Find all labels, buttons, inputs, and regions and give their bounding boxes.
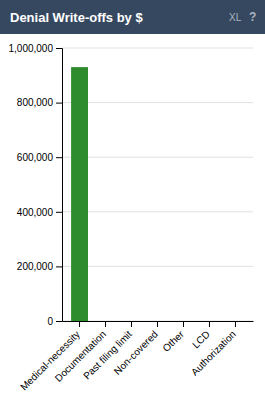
title-bar xyxy=(0,0,265,34)
plot: 0 200,000 400,000 600,000 800,000 1,000,000 Me… xyxy=(9,43,254,393)
bar xyxy=(201,321,218,322)
tick-mark xyxy=(105,321,106,327)
bar xyxy=(227,321,244,322)
tick-label: LCD xyxy=(190,329,212,351)
tick-mark xyxy=(56,103,62,104)
tick-mark xyxy=(157,321,158,327)
tick-label: 0 xyxy=(47,316,53,327)
y-tick: 600,000 xyxy=(17,152,62,163)
chart-container: Denial Write-offs by $ XL? 0 200,000 400,000… xyxy=(0,0,265,403)
tick-label: 1,000,000 xyxy=(9,43,54,54)
y-tick: 800,000 xyxy=(17,97,62,108)
grid-line xyxy=(62,157,253,158)
tick-label: 600,000 xyxy=(17,152,54,163)
tick-label: 800,000 xyxy=(17,97,54,108)
x-tick: Documentation xyxy=(53,321,108,384)
title: Denial Write-offs by $ xyxy=(10,10,143,25)
tick-mark xyxy=(235,321,236,327)
y-axis: 0 200,000 400,000 600,000 800,000 1,000,000 xyxy=(9,43,63,327)
grid-line xyxy=(62,266,253,267)
tick-mark xyxy=(56,157,62,158)
tick-label: 200,000 xyxy=(17,261,54,272)
annotation: XL xyxy=(229,12,242,23)
x-tick: Past filing limit xyxy=(81,321,134,381)
tick-mark xyxy=(131,321,132,327)
y-tick: 400,000 xyxy=(17,207,62,218)
grid-line xyxy=(62,211,253,212)
tick-label: Other xyxy=(160,328,186,354)
tick-mark xyxy=(183,321,184,327)
x-tick: LCD xyxy=(190,321,212,350)
bar xyxy=(149,321,166,322)
tick-mark xyxy=(79,321,80,327)
x-tick: Authorization xyxy=(189,321,238,378)
y-tick: 200,000 xyxy=(17,261,62,272)
annotation: ? xyxy=(249,10,256,24)
bar xyxy=(175,321,192,322)
grid-line xyxy=(62,48,253,49)
tick-mark xyxy=(56,266,62,267)
x-tick: Non-covered xyxy=(112,321,160,377)
tick-label: Authorization xyxy=(189,329,238,378)
tick-label: 400,000 xyxy=(17,207,54,218)
tick-mark xyxy=(56,212,62,213)
x-axis: Medical-necessityDocumentationPast filin… xyxy=(18,321,253,393)
tick-mark xyxy=(56,321,62,322)
bar xyxy=(123,321,140,322)
tick-mark xyxy=(56,48,62,49)
x-tick: Other xyxy=(160,321,186,354)
bar xyxy=(71,67,88,321)
y-tick: 0 xyxy=(47,316,62,327)
tick-mark xyxy=(209,321,210,327)
grid xyxy=(62,48,253,321)
bars xyxy=(71,67,88,321)
bar xyxy=(97,321,114,322)
tick-label: Non-covered xyxy=(112,329,160,377)
grid-line xyxy=(62,102,253,103)
axis-line xyxy=(56,49,63,322)
chart-svg: Denial Write-offs by $ XL? 0 200,000 400,000… xyxy=(0,0,265,403)
y-tick: 1,000,000 xyxy=(9,43,63,54)
